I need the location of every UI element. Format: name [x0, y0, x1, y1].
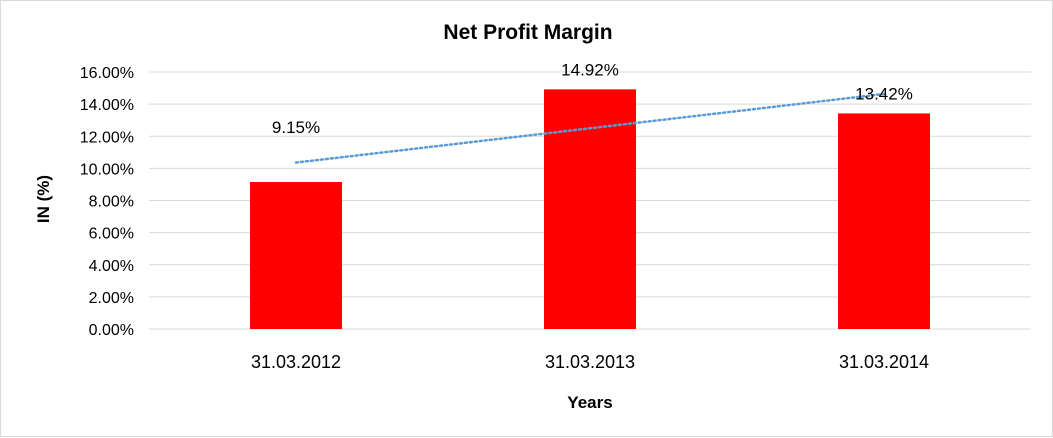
y-tick-label: 12.00% [80, 129, 134, 146]
bar [838, 113, 930, 329]
y-axis-label: IN (%) [34, 175, 53, 223]
trendline-series [294, 92, 886, 164]
y-tick-label: 14.00% [80, 97, 134, 114]
bar [544, 89, 636, 329]
y-tick-label: 10.00% [80, 161, 134, 178]
trendline [294, 92, 886, 164]
y-tick-label: 6.00% [89, 226, 134, 243]
bar [250, 182, 342, 329]
y-tick-label: 0.00% [89, 322, 134, 339]
data-label: 9.15% [272, 118, 320, 137]
y-tick-label: 4.00% [89, 258, 134, 275]
labels: 0.00% 2.00% 4.00% 6.00% 8.00% 10.00% 12.00% 14.… [80, 60, 929, 372]
x-tick-label: 31.03.2014 [839, 352, 929, 372]
x-axis-label: Years [567, 393, 612, 412]
bars [250, 89, 930, 329]
y-tick-label: 16.00% [80, 65, 134, 82]
y-tick-label: 8.00% [89, 194, 134, 211]
x-tick-label: 31.03.2013 [545, 352, 635, 372]
chart-title: Net Profit Margin [443, 21, 612, 44]
y-tick-label: 2.00% [89, 290, 134, 307]
data-label: 14.92% [561, 60, 619, 79]
data-label: 13.42% [855, 84, 913, 103]
x-tick-label: 31.03.2012 [251, 352, 341, 372]
